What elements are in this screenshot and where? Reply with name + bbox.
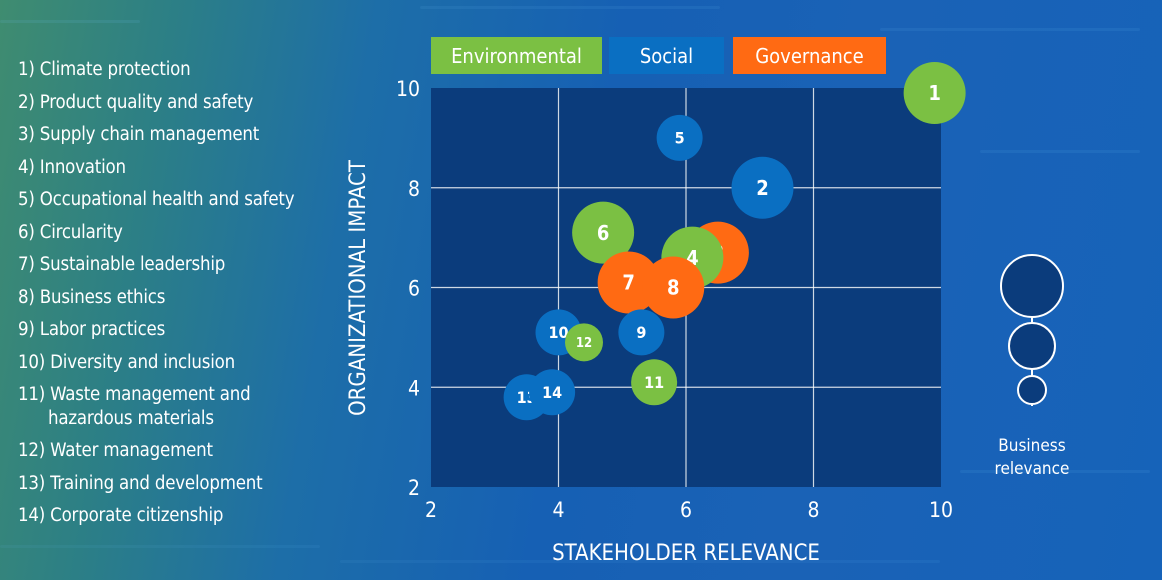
size-legend-medium <box>1008 322 1056 370</box>
y-tick-label: 6 <box>408 277 420 301</box>
legend-swatch-governance <box>733 37 886 74</box>
topic-list-item: 6) Circularity <box>18 221 123 243</box>
x-tick-label: 2 <box>425 498 437 522</box>
topic-list-item: 2) Product quality and safety <box>18 91 254 113</box>
bubble-label: 11 <box>644 373 664 392</box>
size-legend-label-line1: Business <box>998 436 1065 456</box>
bubble-label: 6 <box>597 221 610 245</box>
topic-list-item: 5) Occupational health and safety <box>18 189 295 210</box>
bubble-label: 5 <box>675 129 685 148</box>
bubble-6 <box>572 201 635 264</box>
topic-list-item: 4) Innovation <box>18 156 126 178</box>
topic-list: 1) Climate protection 2) Product quality … <box>18 54 318 533</box>
bubble-5 <box>656 114 703 161</box>
legend-label: Social <box>640 44 693 68</box>
topic-list-item: 9) Labor practices <box>18 319 166 340</box>
bubble-2 <box>731 156 794 219</box>
bubble-label: 10 <box>548 323 568 342</box>
bubble-label: 12 <box>576 336 592 351</box>
topic-list-item: 10) Diversity and inclusion <box>18 351 236 373</box>
topic-list-item: 13) Training and development <box>18 472 263 494</box>
topic-list-item: hazardous materials <box>48 407 214 429</box>
y-tick-label: 2 <box>408 476 420 500</box>
bubble-14 <box>529 369 576 416</box>
topic-list-item: 1) Climate protection <box>18 59 191 80</box>
legend-label: Governance <box>755 44 864 68</box>
topic-list-item: 7) Sustainable leadership <box>18 254 226 275</box>
bubble-label: 2 <box>756 176 769 200</box>
topic-list-item: 11) Waste management and <box>18 384 251 405</box>
x-tick-label: 4 <box>552 498 564 522</box>
bubble-label: 8 <box>667 276 680 300</box>
topic-list-item: 14) Corporate citizenship <box>18 505 224 526</box>
size-legend-large <box>1000 254 1064 318</box>
y-tick-label: 4 <box>408 376 420 400</box>
topic-list-item: 3) Supply chain management <box>18 124 260 145</box>
bubble-label: 1 <box>928 81 941 105</box>
bubble-9 <box>618 309 665 356</box>
y-tick-label: 10 <box>396 77 420 101</box>
bubble-11 <box>631 359 678 406</box>
bubble-label: 7 <box>622 271 635 295</box>
bubble-8 <box>642 256 705 319</box>
size-legend-label-line2: relevance <box>995 459 1070 479</box>
x-tick-label: 6 <box>680 498 692 522</box>
x-tick-label: 8 <box>807 498 819 522</box>
legend-label: Environmental <box>451 44 582 68</box>
bubble-label: 9 <box>636 323 646 342</box>
x-tick-label: 10 <box>929 498 953 522</box>
topic-list-item: 12) Water management <box>18 440 213 461</box>
legend-swatch-environmental <box>431 37 602 74</box>
bubble-label: 14 <box>542 383 562 402</box>
x-axis-title: STAKEHOLDER RELEVANCE <box>552 541 820 566</box>
y-axis-title: ORGANIZATIONAL IMPACT <box>346 159 371 416</box>
bubble-12 <box>565 323 603 362</box>
bubble-1 <box>903 61 966 124</box>
topic-list-item: 8) Business ethics <box>18 286 166 308</box>
size-legend-small <box>1017 375 1047 405</box>
y-tick-label: 8 <box>408 177 420 201</box>
legend-swatch-social <box>609 37 724 74</box>
